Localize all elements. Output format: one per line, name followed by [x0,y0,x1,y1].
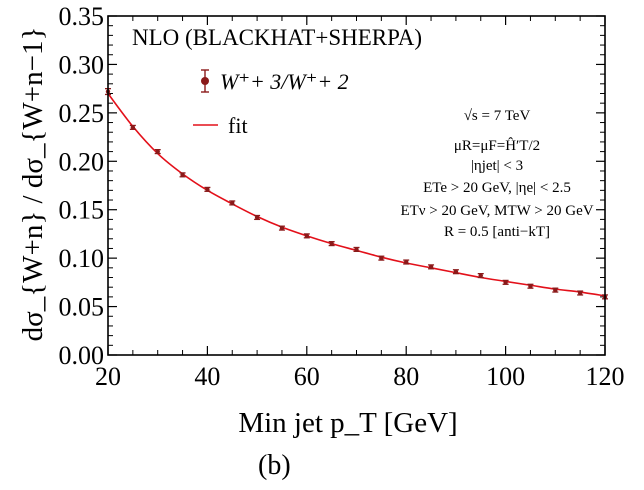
point-marker [577,290,583,296]
y-axis-label: dσ_{W+n} / dσ_{W+n−1} [17,27,49,342]
x-tick-label: 60 [294,362,320,391]
data-point [254,214,261,221]
tick-labels: 20 40 60 80 100 120 0.00 0.05 0.10 0.15 0.20 0.25 0.… [59,2,625,391]
point-marker [428,264,434,270]
x-tick-label: 20 [95,362,121,391]
annotation-neutrino-cuts: ETν > 20 GeV, MTW > 20 GeV [400,203,593,219]
data-point [403,259,410,265]
y-tick-label: 0.20 [59,147,105,176]
point-marker [304,233,309,239]
data-point [577,290,584,296]
point-marker [553,287,558,293]
point-marker [354,247,359,252]
legend-marker-points [201,69,209,93]
data-point [428,264,435,270]
point-marker [130,125,136,130]
data-point [452,269,459,275]
annotation-jet-radius: R = 0.5 [anti−kT] [444,224,550,240]
data-point [353,246,360,253]
annotations: √s = 7 TeV μR=μF=Ĥ′T/2 |ηjet| < 3 ETe > … [400,108,593,240]
annotation-eta-jet: |ηjet| < 3 [471,158,523,174]
data-point [378,255,385,261]
y-tick-label: 0.25 [59,99,105,128]
data-point [179,172,186,178]
data-point [502,279,509,285]
data-point [552,287,559,293]
point-marker [155,149,160,154]
data-point [477,272,484,279]
data-point [527,283,534,289]
y-tick-label: 0.05 [59,293,105,322]
point-marker [205,187,210,192]
annotation-scale: μR=μF=Ĥ′T/2 [454,137,540,154]
annotation-sqrt-s: √s = 7 TeV [464,108,531,124]
point-marker [230,200,235,206]
data-point [229,200,236,206]
point-marker [254,215,260,220]
plot-frame [107,15,606,356]
data-point [278,225,285,231]
legend-label-points: W⁺+ 3/W⁺+ 2 [220,69,349,94]
annotation-electron-cuts: ETe > 20 GeV, |ηe| < 2.5 [423,180,571,196]
y-tick-label: 0.30 [59,50,105,79]
x-tick-label: 120 [586,362,625,391]
chart-title: NLO (BLACKHAT+SHERPA) [132,25,422,50]
panel-label: (b) [258,450,291,481]
y-tick-label: 0.35 [59,2,105,31]
x-tick-label: 80 [393,362,419,391]
point-marker [279,225,285,231]
x-tick-label: 40 [194,362,220,391]
data-point [129,124,136,130]
x-axis-label: Min jet p_T [GeV] [238,407,457,439]
point-marker [528,284,533,289]
data-point [154,149,161,155]
point-marker [404,259,409,265]
y-tick-label: 0.00 [59,341,105,370]
point-marker [453,269,459,274]
data-point [303,233,310,239]
y-tick-label: 0.10 [59,244,105,273]
x-tick-label: 100 [486,362,525,391]
data-point [328,241,335,247]
point-marker [329,241,334,246]
legend-label-fit: fit [228,113,248,138]
point-marker [478,273,483,278]
point-marker [180,172,185,178]
point-marker [503,280,508,285]
point-marker [379,255,384,261]
data-point [204,186,211,192]
legend: W⁺+ 3/W⁺+ 2 fit [193,69,349,138]
y-tick-label: 0.15 [59,196,105,225]
